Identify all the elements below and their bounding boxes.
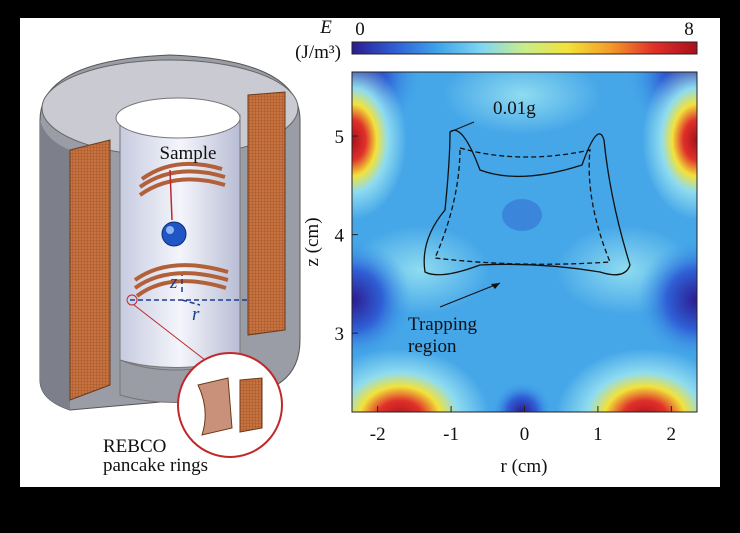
field-map (352, 72, 697, 412)
x-tick-label: -2 (370, 424, 386, 445)
annotation: region (408, 336, 457, 357)
y-tick-label: 4 (335, 226, 345, 247)
y-tick-label: 5 (335, 127, 345, 148)
y-tick-label: 3 (335, 324, 345, 345)
annotation: 0.01g (493, 98, 536, 119)
x-tick-label: 1 (593, 424, 603, 445)
colorbar-units: (J/m³) (295, 42, 341, 63)
r-label: r (192, 304, 200, 325)
colorbar-tick-label: 0 (355, 19, 365, 40)
caption-line: pancake rings (103, 455, 208, 476)
magnet-diagram (39, 54, 301, 458)
caption-line: REBCO (103, 436, 166, 457)
colorbar (351, 41, 698, 55)
colorbar-tick-label: 8 (684, 19, 694, 40)
y-axis-label: z (cm) (302, 217, 323, 266)
x-tick-label: -1 (443, 424, 459, 445)
colorbar-label: E (319, 17, 332, 38)
annotation: Trapping (408, 314, 477, 335)
x-axis-label: r (cm) (501, 456, 548, 477)
x-tick-label: 2 (667, 424, 677, 445)
z-label: z (169, 272, 178, 293)
x-tick-label: 0 (520, 424, 530, 445)
sample-label: Sample (160, 143, 217, 164)
